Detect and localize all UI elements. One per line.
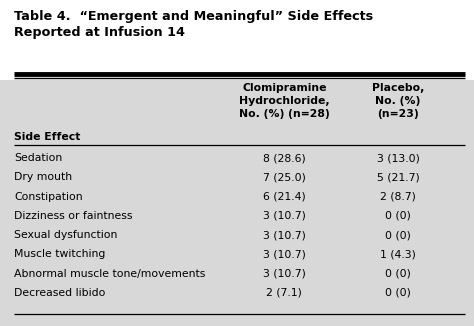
Text: Sexual dysfunction: Sexual dysfunction: [14, 230, 118, 240]
Bar: [0, 0, 474, 80]
Text: 3 (10.7): 3 (10.7): [263, 211, 306, 221]
Text: Abnormal muscle tone/movements: Abnormal muscle tone/movements: [14, 269, 206, 279]
Text: Placebo,
No. (%)
(n=23): Placebo, No. (%) (n=23): [372, 83, 424, 119]
Text: 6 (21.4): 6 (21.4): [263, 192, 306, 202]
Text: 2 (8.7): 2 (8.7): [380, 192, 416, 202]
Text: 7 (25.0): 7 (25.0): [263, 172, 306, 183]
Text: 0 (0): 0 (0): [385, 288, 411, 298]
Text: Decreased libido: Decreased libido: [14, 288, 106, 298]
Text: 3 (13.0): 3 (13.0): [377, 153, 419, 163]
Text: Dizziness or faintness: Dizziness or faintness: [14, 211, 133, 221]
Text: Clomipramine
Hydrochloride,
No. (%) (n=28): Clomipramine Hydrochloride, No. (%) (n=2…: [239, 83, 330, 119]
Text: 2 (7.1): 2 (7.1): [266, 288, 302, 298]
Text: Table 4.  “Emergent and Meaningful” Side Effects
Reported at Infusion 14: Table 4. “Emergent and Meaningful” Side …: [14, 10, 374, 39]
Text: 1 (4.3): 1 (4.3): [380, 249, 416, 259]
Text: 0 (0): 0 (0): [385, 211, 411, 221]
Text: Sedation: Sedation: [14, 153, 63, 163]
Text: 8 (28.6): 8 (28.6): [263, 153, 306, 163]
Text: 3 (10.7): 3 (10.7): [263, 249, 306, 259]
Text: 0 (0): 0 (0): [385, 230, 411, 240]
Text: 3 (10.7): 3 (10.7): [263, 230, 306, 240]
Text: 0 (0): 0 (0): [385, 269, 411, 279]
Text: Muscle twitching: Muscle twitching: [14, 249, 106, 259]
Text: 5 (21.7): 5 (21.7): [377, 172, 419, 183]
Text: Side Effect: Side Effect: [14, 132, 81, 142]
Text: Constipation: Constipation: [14, 192, 83, 202]
Text: Dry mouth: Dry mouth: [14, 172, 73, 183]
Text: 3 (10.7): 3 (10.7): [263, 269, 306, 279]
